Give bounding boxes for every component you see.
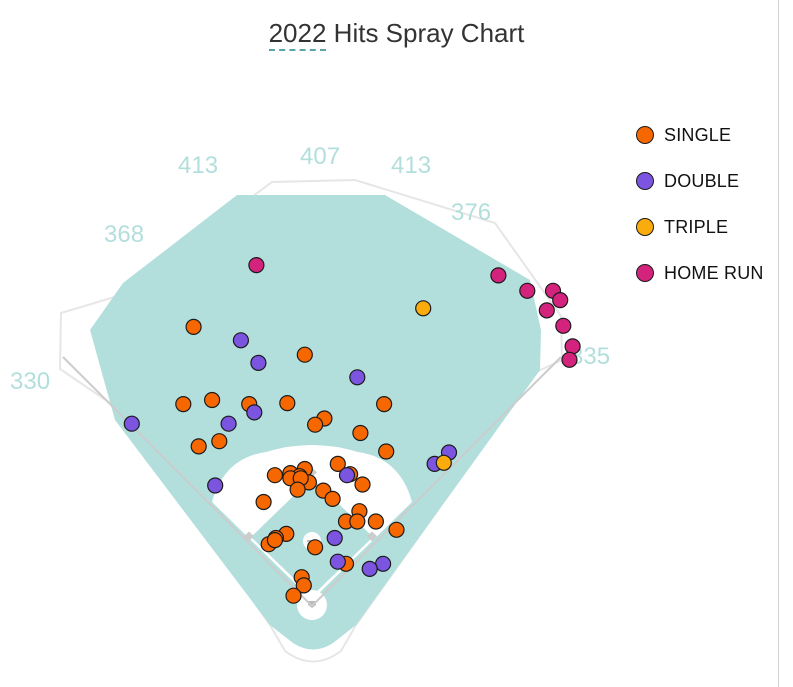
hit-point-single[interactable] <box>376 396 393 413</box>
hit-point-double[interactable] <box>349 369 366 386</box>
hit-point-single[interactable] <box>185 318 202 335</box>
hit-point-double[interactable] <box>123 415 140 432</box>
hit-point-triple[interactable] <box>435 454 452 471</box>
hit-point-single[interactable] <box>255 493 272 511</box>
hit-markers <box>123 257 581 604</box>
hit-point-single[interactable] <box>354 476 371 493</box>
chart-title: 2022 Hits Spray Chart <box>0 18 793 51</box>
legend-label: TRIPLE <box>664 216 729 237</box>
legend-swatch-home-run <box>636 264 654 282</box>
distance-label: 413 <box>391 152 431 179</box>
hit-point-home-run[interactable] <box>555 317 572 334</box>
hit-point-single[interactable] <box>289 481 306 498</box>
hit-point-home-run[interactable] <box>248 257 265 274</box>
hit-point-double[interactable] <box>326 529 343 547</box>
hit-point-double[interactable] <box>220 415 237 432</box>
hit-point-double[interactable] <box>329 553 346 570</box>
title-year: 2022 <box>268 18 327 51</box>
hit-point-double[interactable] <box>207 477 224 494</box>
hit-point-home-run[interactable] <box>552 292 569 309</box>
legend-item-single[interactable]: SINGLE <box>636 112 764 158</box>
hit-point-single[interactable] <box>307 416 324 433</box>
distance-label: 368 <box>104 221 144 248</box>
hit-point-single[interactable] <box>378 443 395 460</box>
hit-point-single[interactable] <box>295 577 312 594</box>
hit-point-single[interactable] <box>296 346 313 363</box>
hit-point-home-run[interactable] <box>490 267 507 284</box>
hit-point-single[interactable] <box>175 396 192 413</box>
hit-point-home-run[interactable] <box>538 302 555 319</box>
legend-item-triple[interactable]: TRIPLE <box>636 204 764 250</box>
left-foul-line <box>62 356 313 607</box>
hit-point-double[interactable] <box>361 560 378 578</box>
legend-label: HOME RUN <box>664 262 764 283</box>
hit-point-single[interactable] <box>349 513 366 530</box>
hit-point-double[interactable] <box>375 555 392 572</box>
hit-point-double[interactable] <box>246 404 263 421</box>
distance-label: 407 <box>300 143 340 170</box>
hit-point-single[interactable] <box>190 438 207 455</box>
hit-point-home-run[interactable] <box>519 282 536 299</box>
right-divider <box>778 0 779 687</box>
hit-point-double[interactable] <box>232 332 249 349</box>
legend-label: DOUBLE <box>664 170 740 191</box>
legend: SINGLE DOUBLE TRIPLE HOME RUN <box>636 112 764 296</box>
legend-label: SINGLE <box>664 124 732 145</box>
hit-point-double[interactable] <box>338 467 356 484</box>
legend-swatch-triple <box>636 218 654 236</box>
hit-point-single[interactable] <box>329 455 346 472</box>
legend-swatch-single <box>636 126 654 144</box>
hit-point-single[interactable] <box>266 531 283 549</box>
hit-point-single[interactable] <box>352 424 369 442</box>
legend-swatch-double <box>636 172 654 190</box>
hit-point-single[interactable] <box>388 521 405 538</box>
hit-point-single[interactable] <box>211 433 228 450</box>
hit-point-single[interactable] <box>324 490 341 507</box>
hit-point-single[interactable] <box>367 513 384 530</box>
legend-item-home-run[interactable]: HOME RUN <box>636 250 764 296</box>
legend-item-double[interactable]: DOUBLE <box>636 158 764 204</box>
distance-label: 376 <box>451 199 491 226</box>
title-rest: Hits Spray Chart <box>326 18 525 48</box>
hit-point-single[interactable] <box>307 539 324 556</box>
hit-point-home-run[interactable] <box>561 351 578 368</box>
hit-point-single[interactable] <box>266 467 283 484</box>
hit-point-single[interactable] <box>204 391 221 409</box>
hit-point-home-run[interactable] <box>564 338 581 355</box>
distance-label: 330 <box>10 368 50 395</box>
hit-point-single[interactable] <box>279 395 296 412</box>
hit-point-triple[interactable] <box>415 300 432 317</box>
hit-point-single[interactable] <box>285 587 302 604</box>
distance-label: 413 <box>178 152 218 179</box>
hit-point-double[interactable] <box>250 354 267 371</box>
